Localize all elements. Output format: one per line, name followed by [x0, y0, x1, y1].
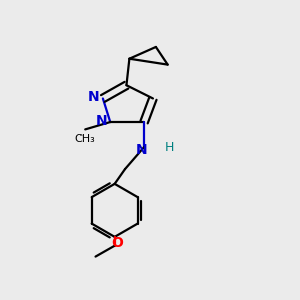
Text: N: N — [135, 143, 147, 157]
Text: O: O — [112, 236, 124, 250]
Text: methyl: methyl — [80, 135, 85, 136]
Text: H: H — [164, 141, 174, 154]
Text: N: N — [96, 114, 107, 128]
Text: N: N — [88, 90, 100, 104]
Text: CH₃: CH₃ — [75, 134, 96, 144]
